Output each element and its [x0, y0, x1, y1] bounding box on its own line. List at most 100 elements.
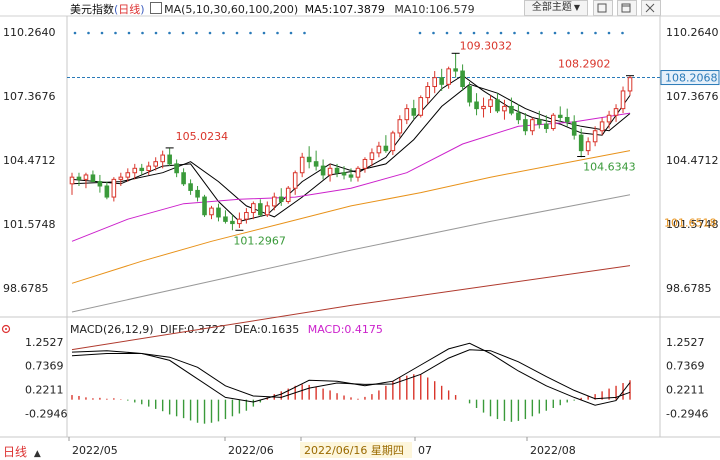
event-dot[interactable] [249, 31, 252, 35]
candle[interactable] [216, 203, 221, 222]
event-dot[interactable] [567, 31, 570, 35]
candle[interactable] [383, 135, 389, 153]
candle[interactable] [509, 97, 514, 116]
event-dot[interactable] [459, 31, 462, 35]
candle[interactable] [153, 157, 158, 171]
event-dot[interactable] [418, 31, 422, 35]
candle[interactable] [355, 166, 361, 182]
candle[interactable] [223, 210, 228, 224]
candle[interactable] [118, 172, 124, 186]
candle[interactable] [516, 104, 521, 125]
candle[interactable] [188, 179, 193, 195]
candle[interactable] [592, 126, 598, 147]
candle[interactable] [139, 163, 145, 175]
candle[interactable] [265, 201, 270, 217]
candle[interactable] [530, 117, 535, 136]
event-dot[interactable] [607, 31, 611, 35]
candle[interactable] [474, 93, 479, 116]
candle[interactable] [258, 199, 263, 217]
event-dot[interactable] [621, 31, 624, 35]
candle[interactable] [348, 168, 354, 182]
candle[interactable] [202, 194, 207, 217]
event-dot[interactable] [100, 31, 104, 35]
candle[interactable] [320, 159, 326, 180]
event-dot[interactable] [472, 31, 476, 35]
settings-gear-icon[interactable] [1, 324, 11, 334]
candle[interactable] [132, 163, 138, 180]
candle[interactable] [397, 115, 403, 138]
candle[interactable] [90, 170, 96, 183]
candle[interactable] [209, 205, 214, 220]
candle[interactable] [425, 82, 431, 105]
candle[interactable] [544, 115, 549, 133]
candle[interactable] [432, 71, 437, 94]
candle[interactable] [69, 172, 75, 195]
candle[interactable] [237, 212, 242, 228]
candle[interactable] [369, 148, 375, 167]
candle[interactable] [620, 86, 626, 114]
candle[interactable] [557, 106, 563, 122]
candle[interactable] [627, 75, 633, 96]
event-dot[interactable] [486, 31, 489, 35]
candle[interactable] [467, 82, 472, 107]
event-dot[interactable] [262, 31, 266, 35]
period-label[interactable]: 日线 [118, 3, 141, 16]
candle[interactable] [83, 172, 89, 189]
indicator-box-icon[interactable] [150, 2, 163, 14]
event-dot[interactable] [594, 31, 597, 35]
macd-settings[interactable]: MACD(26,12,9) [70, 323, 154, 336]
candle[interactable] [453, 53, 458, 78]
candle[interactable] [334, 163, 340, 178]
event-dot[interactable] [73, 31, 77, 35]
candle[interactable] [550, 113, 556, 131]
event-dot[interactable] [208, 31, 212, 35]
candle[interactable] [125, 168, 131, 182]
candle[interactable] [564, 108, 570, 127]
candle[interactable] [585, 137, 591, 156]
candle[interactable] [181, 168, 186, 186]
candle[interactable] [271, 192, 277, 211]
event-dot[interactable] [540, 31, 543, 35]
candle[interactable] [195, 186, 200, 202]
event-dot[interactable] [445, 31, 449, 35]
candle[interactable] [460, 64, 465, 91]
candle[interactable] [111, 177, 117, 202]
event-dot[interactable] [114, 31, 117, 35]
candle[interactable] [362, 157, 368, 173]
candle[interactable] [313, 150, 319, 171]
event-dot[interactable] [276, 31, 279, 35]
candle[interactable] [404, 104, 410, 125]
candle[interactable] [571, 115, 577, 140]
candle[interactable] [502, 99, 507, 120]
candle[interactable] [390, 130, 396, 156]
candle[interactable] [167, 148, 172, 167]
candle[interactable] [578, 128, 584, 158]
candle[interactable] [160, 150, 165, 169]
candle[interactable] [613, 104, 619, 122]
candle[interactable] [230, 214, 235, 231]
event-dot[interactable] [222, 31, 225, 35]
candle[interactable] [495, 93, 500, 114]
candle[interactable] [418, 95, 424, 118]
candle[interactable] [411, 99, 417, 120]
candle[interactable] [341, 166, 347, 180]
event-dot[interactable] [195, 31, 198, 35]
candle[interactable] [446, 66, 451, 89]
candle[interactable] [488, 95, 493, 114]
event-dot[interactable] [168, 31, 171, 35]
candle[interactable] [76, 172, 82, 186]
period-tab[interactable]: 日线 ▲ [3, 443, 41, 460]
candle[interactable] [537, 110, 542, 129]
candle[interactable] [251, 201, 256, 220]
event-dot[interactable] [513, 31, 516, 35]
event-dot[interactable] [141, 31, 144, 35]
candle[interactable] [327, 163, 333, 182]
candle[interactable] [606, 110, 612, 129]
candle[interactable] [599, 117, 605, 136]
candle[interactable] [146, 161, 152, 175]
candle[interactable] [97, 174, 103, 193]
event-dot[interactable] [289, 31, 293, 35]
event-dot[interactable] [235, 31, 239, 35]
candle[interactable] [292, 170, 298, 195]
